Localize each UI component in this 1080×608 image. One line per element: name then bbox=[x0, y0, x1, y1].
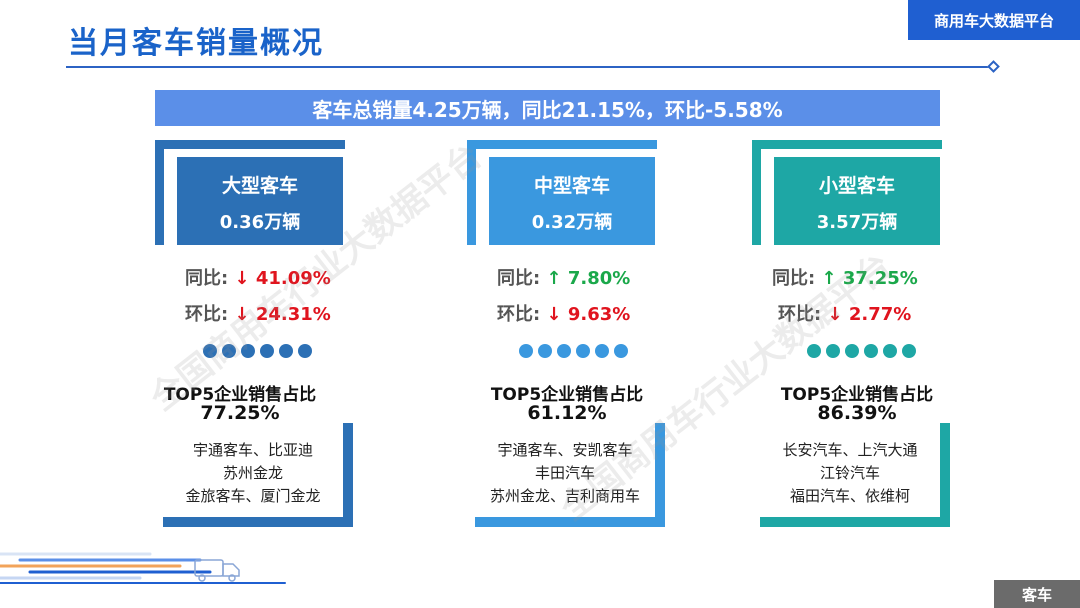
company-line: 丰田汽车 bbox=[534, 464, 595, 482]
top5-label: TOP5企业销售占比 bbox=[780, 385, 934, 405]
company-line: 苏州金龙、吉利商用车 bbox=[489, 487, 640, 505]
yoy-stat: 同比: ↓ 41.09% bbox=[185, 264, 331, 290]
yoy-stat: 同比: ↑ 7.80% bbox=[497, 264, 630, 290]
section-tag: 客车 bbox=[994, 580, 1080, 608]
truck-speed-graphic bbox=[0, 552, 286, 584]
arrow-down-icon: ↓ bbox=[827, 304, 843, 325]
segment-volume: 0.36万辆 bbox=[219, 212, 301, 233]
card-bracket-top bbox=[467, 140, 657, 149]
company-list: 宇通客车、比亚迪 苏州金龙 金旅客车、厦门金龙 bbox=[163, 423, 353, 527]
segment-name: 中型客车 bbox=[533, 175, 610, 197]
card-bracket-top bbox=[752, 140, 942, 149]
mom-value: 2.77% bbox=[848, 304, 912, 325]
yoy-label: 同比: bbox=[497, 268, 541, 289]
segment-name: 小型客车 bbox=[818, 175, 895, 197]
segment-header: 中型客车 0.32万辆 bbox=[489, 157, 655, 245]
company-line: 长安汽车、上汽大通 bbox=[782, 441, 918, 459]
yoy-value: 7.80% bbox=[567, 268, 631, 289]
company-line: 宇通客车、安凯客车 bbox=[497, 441, 633, 459]
top5-label: TOP5企业销售占比 bbox=[490, 385, 644, 405]
mom-stat: 环比: ↓ 24.31% bbox=[185, 300, 331, 326]
top5-value: 61.12% bbox=[527, 402, 607, 424]
title-divider bbox=[66, 66, 994, 68]
dot-divider bbox=[807, 344, 916, 358]
mom-stat: 环比: ↓ 2.77% bbox=[778, 300, 911, 326]
segment-header: 小型客车 3.57万辆 bbox=[774, 157, 940, 245]
yoy-stat: 同比: ↑ 37.25% bbox=[772, 264, 918, 290]
segment-header: 大型客车 0.36万辆 bbox=[177, 157, 343, 245]
company-line: 苏州金龙 bbox=[222, 464, 283, 482]
mom-label: 环比: bbox=[185, 304, 229, 325]
summary-banner: 客车总销量4.25万辆，同比21.15%，环比-5.58% bbox=[155, 90, 940, 126]
mom-label: 环比: bbox=[497, 304, 541, 325]
segment-name: 大型客车 bbox=[221, 175, 298, 197]
arrow-up-icon: ↑ bbox=[821, 268, 837, 289]
top5-value: 86.39% bbox=[817, 402, 897, 424]
card-bracket-left bbox=[752, 140, 761, 245]
dot-divider bbox=[519, 344, 628, 358]
segment-volume: 0.32万辆 bbox=[531, 212, 613, 233]
card-bracket-left bbox=[467, 140, 476, 245]
arrow-up-icon: ↑ bbox=[546, 268, 562, 289]
company-list: 宇通客车、安凯客车 丰田汽车 苏州金龙、吉利商用车 bbox=[475, 423, 665, 527]
arrow-down-icon: ↓ bbox=[546, 304, 562, 325]
company-line: 宇通客车、比亚迪 bbox=[192, 441, 313, 459]
yoy-value: 41.09% bbox=[255, 268, 331, 289]
card-bracket-left bbox=[155, 140, 164, 245]
segment-volume: 3.57万辆 bbox=[816, 212, 898, 233]
top5-label: TOP5企业销售占比 bbox=[163, 385, 317, 405]
mom-value: 9.63% bbox=[567, 304, 631, 325]
page-title: 当月客车销量概况 bbox=[68, 26, 324, 61]
mom-value: 24.31% bbox=[255, 304, 331, 325]
yoy-value: 37.25% bbox=[842, 268, 918, 289]
dot-divider bbox=[203, 344, 312, 358]
company-line: 福田汽车、依维柯 bbox=[789, 487, 910, 505]
arrow-down-icon: ↓ bbox=[234, 268, 250, 289]
company-line: 金旅客车、厦门金龙 bbox=[185, 487, 321, 505]
divider-end-marker bbox=[987, 60, 1000, 73]
mom-stat: 环比: ↓ 9.63% bbox=[497, 300, 630, 326]
top5-value: 77.25% bbox=[200, 402, 280, 424]
card-bracket-top bbox=[155, 140, 345, 149]
company-list: 长安汽车、上汽大通 江铃汽车 福田汽车、依维柯 bbox=[760, 423, 950, 527]
company-line: 江铃汽车 bbox=[819, 464, 880, 482]
yoy-label: 同比: bbox=[185, 268, 229, 289]
arrow-down-icon: ↓ bbox=[234, 304, 250, 325]
brand-badge: 商用车大数据平台 bbox=[908, 0, 1080, 40]
yoy-label: 同比: bbox=[772, 268, 816, 289]
mom-label: 环比: bbox=[778, 304, 822, 325]
